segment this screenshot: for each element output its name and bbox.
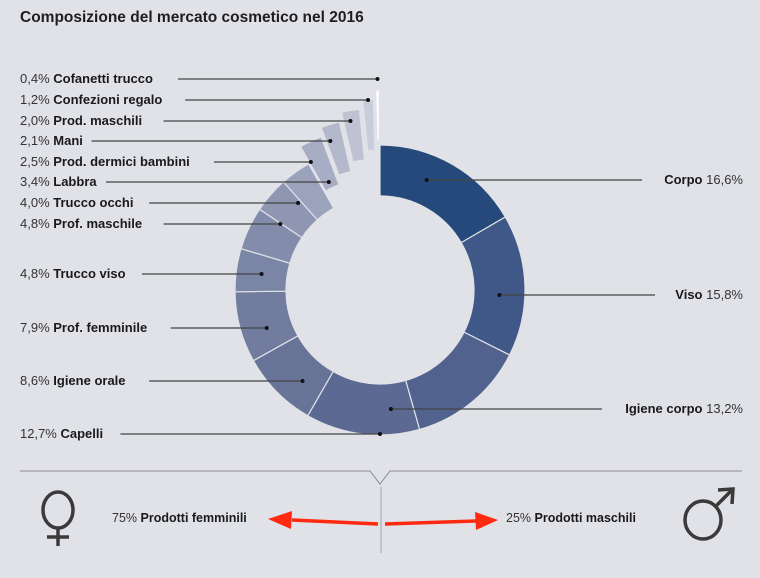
slice-name: Labbra [53, 174, 97, 189]
leader-dot [378, 432, 382, 436]
slice-label: 4,8% Trucco viso [20, 266, 126, 282]
male-symbol-icon [683, 487, 735, 541]
female-symbol-icon [41, 490, 75, 546]
slice-name: Prod. maschili [53, 113, 143, 128]
slice-label: 4,0% Trucco occhi [20, 195, 133, 211]
male-share-label: 25% Prodotti maschili [506, 511, 636, 525]
slice-name: Viso [675, 287, 703, 302]
slice-cofanetti-trucco [375, 89, 380, 142]
leader-dot [300, 379, 305, 383]
slice-label: 12,7% Capelli [20, 426, 103, 442]
slice-name: Capelli [60, 426, 104, 441]
donut-slices [234, 89, 526, 436]
slice-name: Cofanetti trucco [53, 71, 153, 86]
slice-value: 4,8% [20, 216, 50, 231]
leader-dot [424, 178, 429, 182]
leader-dot [259, 272, 264, 276]
leader-dot [264, 326, 269, 330]
leader-dot [326, 180, 331, 184]
divider-line [20, 470, 742, 485]
slice-label: 0,4% Cofanetti trucco [20, 71, 153, 87]
slice-name: Prof. femminile [53, 320, 148, 335]
slice-value: 7,9% [20, 320, 50, 335]
leader-dot [348, 119, 353, 123]
slice-name: Igiene corpo [625, 401, 703, 416]
leader-lines [91, 77, 655, 436]
slice-mani [320, 121, 352, 176]
slice-value: 2,0% [20, 113, 50, 128]
slice-label: 4,8% Prof. maschile [20, 216, 142, 232]
leader-dot [296, 201, 301, 205]
female-label: Prodotti femminili [140, 511, 247, 525]
leader-dot [328, 139, 333, 143]
slice-label: Igiene corpo 13,2% [625, 401, 743, 417]
slice-prod-dermici-bambini [299, 136, 340, 192]
slice-name: Trucco viso [53, 266, 126, 281]
slice-value: 15,8% [706, 287, 743, 302]
slice-value: 2,5% [20, 154, 50, 169]
slice-confezioni-regalo [361, 98, 376, 152]
slice-label: 7,9% Prof. femminile [20, 320, 147, 336]
slice-label: Corpo 16,6% [664, 172, 743, 188]
slice-name: Prof. maschile [53, 216, 143, 231]
slice-igiene-corpo [404, 331, 511, 431]
leader-dot [308, 160, 313, 164]
slice-label: 3,4% Labbra [20, 174, 97, 190]
slice-label: 2,5% Prod. dermici bambini [20, 154, 190, 170]
slice-value: 1,2% [20, 92, 50, 107]
female-share-label: 75% Prodotti femminili [112, 511, 247, 525]
slice-value: 8,6% [20, 373, 50, 388]
leader-dot [388, 407, 393, 411]
female-arrow [268, 511, 379, 529]
leader-dot [497, 293, 502, 297]
leader-dot [278, 222, 283, 226]
slice-label: 1,2% Confezioni regalo [20, 92, 162, 108]
male-label: Prodotti maschili [534, 511, 636, 525]
slice-prod-maschili [340, 108, 366, 163]
chart-title: Composizione del mercato cosmetico nel 2… [20, 9, 364, 26]
slice-label: 8,6% Igiene orale [20, 373, 126, 389]
slice-value: 16,6% [706, 172, 743, 187]
slice-name: Corpo [664, 172, 703, 187]
female-pct: 75% [112, 511, 138, 525]
slice-value: 2,1% [20, 133, 50, 148]
slice-value: 4,0% [20, 195, 50, 210]
slice-value: 13,2% [706, 401, 743, 416]
slice-labbra [282, 163, 335, 221]
slice-value: 4,8% [20, 266, 50, 281]
slice-label: 2,1% Mani [20, 133, 83, 149]
slice-viso [460, 216, 526, 356]
leader-dot [366, 98, 371, 102]
male-arrow [384, 512, 498, 530]
slice-name: Igiene orale [53, 373, 126, 388]
slice-name: Confezioni regalo [53, 92, 163, 107]
leader-dot [375, 77, 380, 81]
slice-name: Prod. dermici bambini [53, 154, 190, 169]
slice-label: 2,0% Prod. maschili [20, 113, 142, 129]
male-pct: 25% [506, 511, 532, 525]
slice-name: Mani [53, 133, 83, 148]
slice-value: 12,7% [20, 426, 57, 441]
slice-value: 3,4% [20, 174, 50, 189]
slice-value: 0,4% [20, 71, 50, 86]
slice-label: Viso 15,8% [675, 287, 743, 303]
slice-name: Trucco occhi [53, 195, 134, 210]
